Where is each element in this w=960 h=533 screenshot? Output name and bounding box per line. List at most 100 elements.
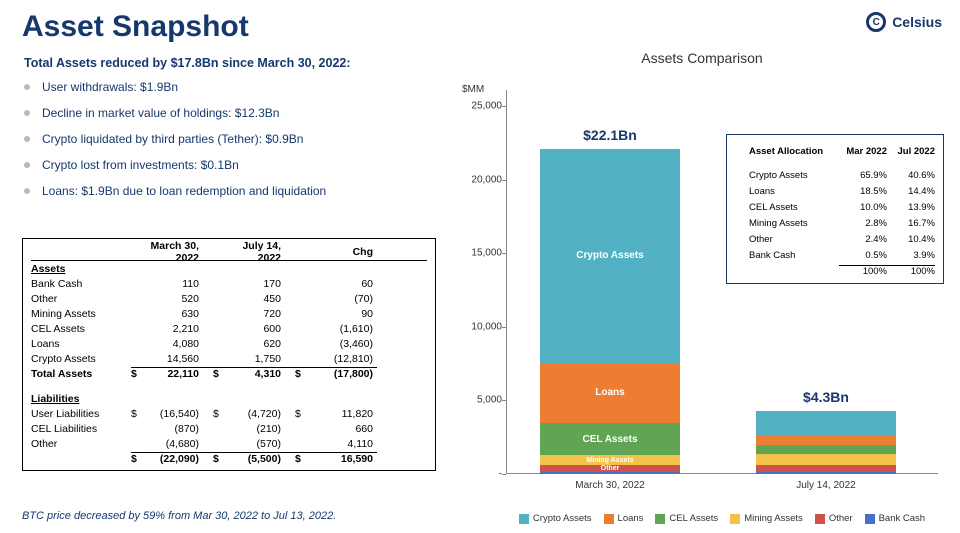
table-cell: User Liabilities — [31, 408, 131, 420]
bullet-dot-icon — [24, 188, 30, 194]
y-tick-label: 5,000 — [462, 395, 502, 406]
footnote: BTC price decreased by 59% from Mar 30, … — [22, 510, 336, 522]
table-cell: 4,080 — [147, 338, 213, 350]
page-title: Asset Snapshot — [22, 10, 249, 44]
bar-segment — [756, 465, 896, 472]
table-cell: Crypto Assets — [31, 353, 131, 365]
legend-swatch-icon — [519, 514, 529, 524]
alloc-cell: 0.5% — [839, 250, 887, 261]
alloc-table-row: CEL Assets10.0%13.9% — [735, 199, 935, 215]
alloc-cell: 3.9% — [887, 250, 935, 261]
bullet-dot-icon — [24, 136, 30, 142]
table-cell: $ — [131, 452, 147, 465]
alloc-cell: 65.9% — [839, 170, 887, 181]
alloc-cell: Loans — [749, 186, 839, 197]
stacked-bar — [756, 411, 896, 474]
table-cell: 2,210 — [147, 323, 213, 335]
table-cell: (5,500) — [229, 452, 295, 465]
x-tick-label: July 14, 2022 — [726, 480, 926, 491]
legend-swatch-icon — [604, 514, 614, 524]
table-cell: 4,110 — [311, 438, 377, 450]
alloc-cell: Mining Assets — [749, 218, 839, 229]
table-cell: (4,720) — [229, 408, 295, 420]
table-row: Bank Cash11017060 — [31, 276, 427, 291]
y-tick-label: 10,000 — [462, 321, 502, 332]
table-cell: (12,810) — [311, 353, 377, 365]
table-cell: 720 — [229, 308, 295, 320]
bar-segment: Loans — [540, 363, 680, 423]
bar-segment — [756, 411, 896, 437]
legend-item: Bank Cash — [865, 513, 925, 524]
legend-label: CEL Assets — [669, 513, 718, 524]
table-cell: 660 — [311, 423, 377, 435]
table-cell: (4,680) — [147, 438, 213, 450]
table-header: July 14, 2022 — [229, 240, 295, 264]
section-header: Assets — [31, 263, 131, 275]
legend-item: Crypto Assets — [519, 513, 592, 524]
table-cell: $ — [213, 452, 229, 465]
table-cell: CEL Liabilities — [31, 423, 131, 435]
alloc-cell: 2.8% — [839, 218, 887, 229]
bar-segment: CEL Assets — [540, 423, 680, 456]
table-cell: 1,750 — [229, 353, 295, 365]
table-row: March 30, 2022July 14, 2022Chg — [31, 243, 427, 261]
y-tick-label: 15,000 — [462, 248, 502, 259]
table-cell: (70) — [311, 293, 377, 305]
legend-label: Loans — [618, 513, 644, 524]
alloc-cell: 10.4% — [887, 234, 935, 245]
table-cell: Mining Assets — [31, 308, 131, 320]
brand-logo: C Celsius — [866, 12, 942, 32]
alloc-cell: 14.4% — [887, 186, 935, 197]
alloc-table-row: Asset AllocationMar 2022Jul 2022 — [735, 141, 935, 161]
bar-segment — [540, 472, 680, 474]
alloc-cell: CEL Assets — [749, 202, 839, 213]
bullet-text: Decline in market value of holdings: $12… — [42, 106, 279, 120]
legend-item: Loans — [604, 513, 644, 524]
table-cell: $ — [295, 452, 311, 465]
alloc-table-row: Crypto Assets65.9%40.6% — [735, 167, 935, 183]
alloc-table-row: Other2.4%10.4% — [735, 231, 935, 247]
table-cell: 620 — [229, 338, 295, 350]
table-row: $(22,090)$(5,500)$16,590 — [31, 451, 427, 466]
bar-segment — [756, 472, 896, 475]
bullet-text: Crypto lost from investments: $0.1Bn — [42, 158, 239, 172]
legend-swatch-icon — [815, 514, 825, 524]
alloc-table-row: Loans18.5%14.4% — [735, 183, 935, 199]
table-cell: Other — [31, 438, 131, 450]
table-cell: (22,090) — [147, 452, 213, 465]
alloc-table-row: Mining Assets2.8%16.7% — [735, 215, 935, 231]
table-row: Mining Assets63072090 — [31, 306, 427, 321]
table-cell: (210) — [229, 423, 295, 435]
bullet-item: Crypto lost from investments: $0.1Bn — [24, 158, 424, 172]
bullet-item: User withdrawals: $1.9Bn — [24, 80, 424, 94]
alloc-header: Jul 2022 — [887, 146, 935, 157]
alloc-cell: 16.7% — [887, 218, 935, 229]
table-row: Other(4,680)(570)4,110 — [31, 436, 427, 451]
bar-segment — [756, 436, 896, 445]
financial-table: March 30, 2022July 14, 2022Chg AssetsBank… — [22, 238, 436, 471]
legend-label: Crypto Assets — [533, 513, 592, 524]
bullet-text: User withdrawals: $1.9Bn — [42, 80, 178, 94]
table-row: Total Assets$22,110$4,310$(17,800) — [31, 366, 427, 381]
legend-item: Mining Assets — [730, 513, 803, 524]
table-cell: 16,590 — [311, 452, 377, 465]
table-cell: Other — [31, 293, 131, 305]
bullet-item: Decline in market value of holdings: $12… — [24, 106, 424, 120]
y-axis-line — [506, 90, 507, 474]
alloc-cell: 13.9% — [887, 202, 935, 213]
table-cell: $ — [295, 367, 311, 380]
alloc-cell: 2.4% — [839, 234, 887, 245]
table-row: User Liabilities$(16,540)$(4,720)$11,820 — [31, 406, 427, 421]
table-row: Liabilities — [31, 391, 427, 406]
table-cell: $ — [131, 367, 147, 380]
alloc-cell: Crypto Assets — [749, 170, 839, 181]
logo-text: Celsius — [892, 14, 942, 30]
bullet-dot-icon — [24, 162, 30, 168]
table-cell: 600 — [229, 323, 295, 335]
alloc-cell: Bank Cash — [749, 250, 839, 261]
legend-label: Mining Assets — [744, 513, 803, 524]
alloc-cell: 18.5% — [839, 186, 887, 197]
alloc-table-row: 100%100% — [735, 263, 935, 279]
table-cell: 14,560 — [147, 353, 213, 365]
table-cell: (17,800) — [311, 367, 377, 380]
